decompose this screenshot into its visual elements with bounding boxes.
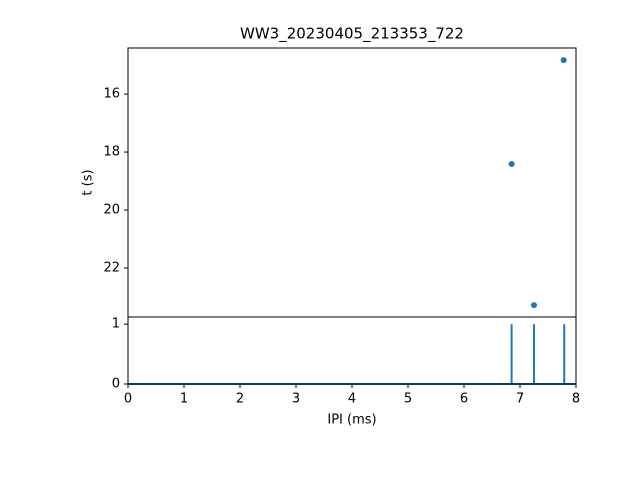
point: [560, 57, 567, 64]
y-tick-label: 0: [112, 377, 120, 392]
x-axis-label: IPI (ms): [327, 413, 376, 428]
x-tick-label: 8: [572, 392, 580, 407]
y-tick-label: 1: [112, 317, 120, 332]
y-tick-label: 16: [103, 87, 120, 102]
x-tick-label: 1: [180, 392, 188, 407]
y-tick-label: 18: [103, 145, 120, 160]
x-tick-label: 0: [124, 392, 132, 407]
x-tick-label: 3: [292, 392, 300, 407]
axes-frame: [127, 316, 577, 385]
x-tick-label: 5: [404, 392, 412, 407]
y-tick-label: 22: [103, 261, 120, 276]
point: [531, 302, 537, 309]
y-axis-label: t (s): [81, 169, 96, 195]
x-tick-label: 7: [516, 392, 524, 407]
chart-title: WW3_20230405_213353_722: [240, 25, 464, 44]
x-tick-label: 6: [460, 392, 468, 407]
x-tick-label: 4: [348, 392, 356, 407]
x-tick-label: 2: [236, 392, 244, 407]
y-tick-label: 20: [103, 203, 120, 218]
point: [508, 160, 515, 167]
